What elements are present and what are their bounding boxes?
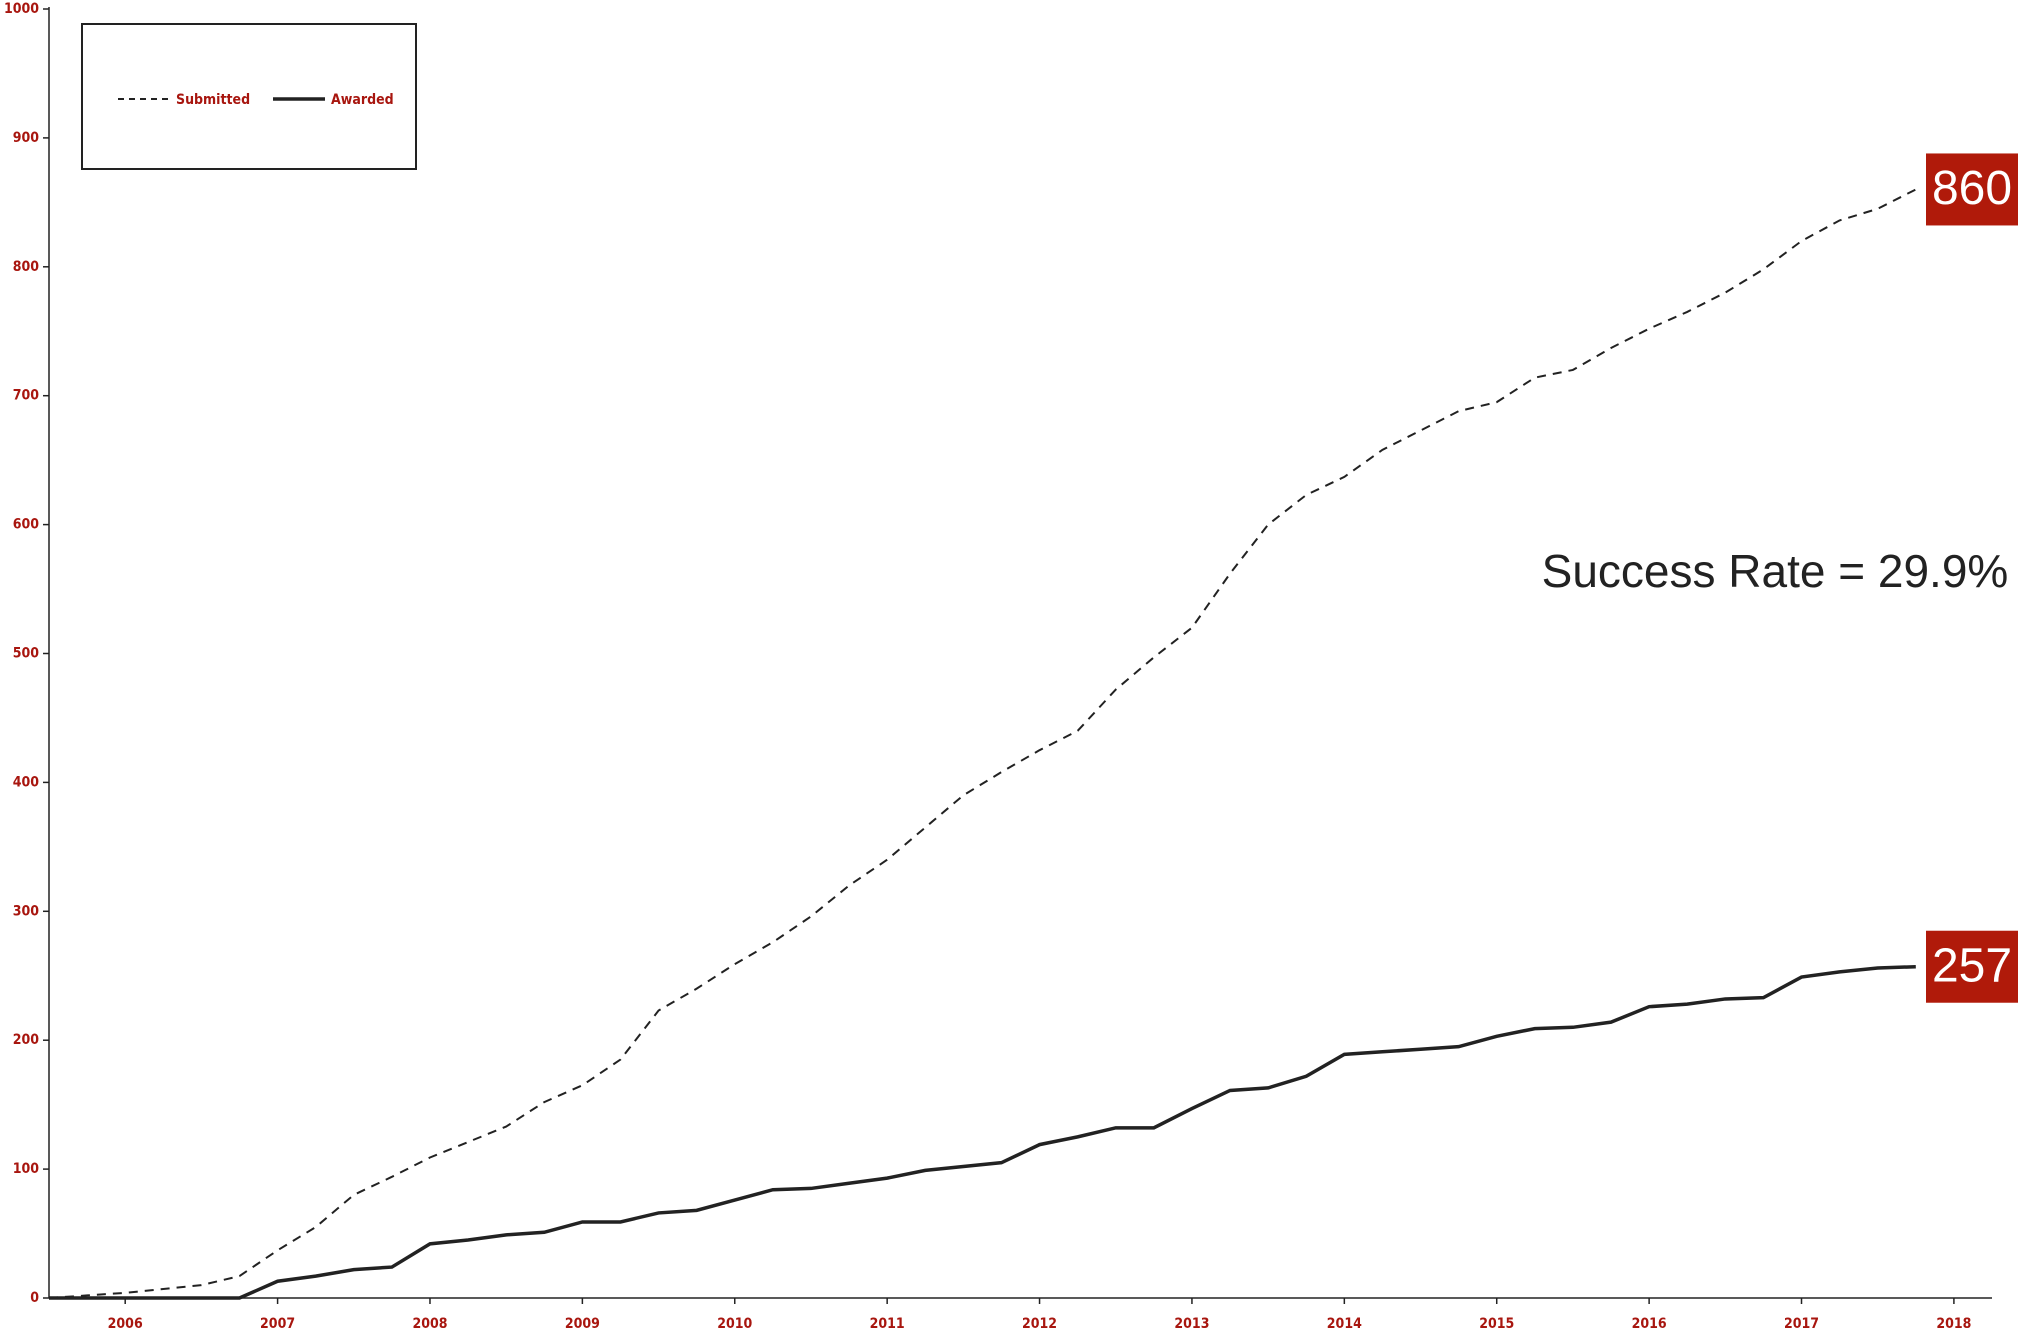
x-tick-label: 2016 [1632,1316,1667,1332]
y-tick-label: 600 [13,517,40,533]
end-label: 860 [1926,153,2018,226]
series-line [49,964,1916,1300]
y-tick-label: 700 [13,388,40,404]
y-tick-label: 900 [13,130,40,146]
end-label-box [1926,153,2018,226]
legend-box [81,23,417,170]
y-tick-label: 400 [13,774,40,790]
y-tick-label: 500 [13,646,40,662]
x-tick-label: 2006 [108,1316,143,1332]
y-tick-label: 800 [13,259,40,275]
x-tick-label: 2017 [1784,1316,1819,1332]
x-tick-label: 2018 [1936,1316,1971,1332]
legend-label: Submitted [176,92,250,108]
y-tick-label: 200 [13,1032,40,1048]
legend-label: Awarded [331,92,394,108]
end-label-text: 257 [1932,939,2012,992]
x-tick-label: 2013 [1174,1316,1209,1332]
y-tick-label: 100 [13,1161,40,1177]
x-tick-label: 2008 [412,1316,447,1332]
end-label: 257 [1926,930,2018,1003]
x-tick-label: 2010 [717,1316,752,1332]
y-tick-label: 0 [30,1290,39,1306]
annotation: Success Rate = 29.9% [1542,545,2009,597]
x-tick-label: 2015 [1479,1316,1514,1332]
x-tick-label: 2007 [260,1316,295,1332]
series-line [48,188,1917,1299]
end-label-box [1926,930,2018,1003]
x-tick-label: 2009 [565,1316,600,1332]
x-tick-label: 2012 [1022,1316,1057,1332]
y-tick-label: 1000 [4,1,39,17]
x-tick-label: 2014 [1327,1316,1362,1332]
x-tick-label: 2011 [870,1316,905,1332]
end-label-text: 860 [1932,162,2012,215]
y-tick-label: 300 [13,903,40,919]
